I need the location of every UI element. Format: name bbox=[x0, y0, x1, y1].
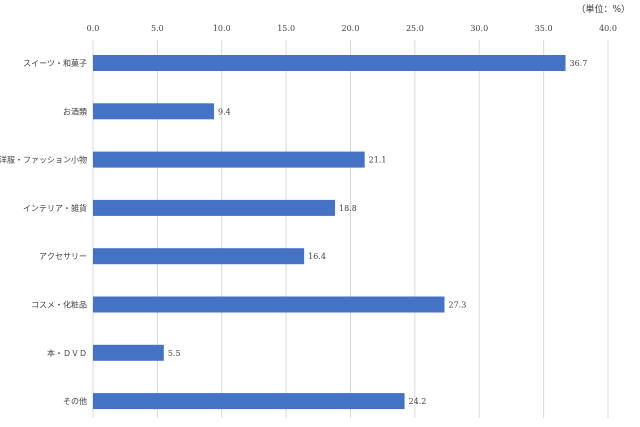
data-label: 21.1 bbox=[369, 156, 387, 165]
bar bbox=[93, 199, 336, 216]
x-tick-label: 35.0 bbox=[535, 24, 553, 33]
bar bbox=[93, 344, 164, 361]
x-tick-label: 20.0 bbox=[342, 24, 360, 33]
category-label: インテリア・雑貨 bbox=[23, 203, 87, 213]
category-label: お酒類 bbox=[63, 106, 87, 116]
x-tick-label: 25.0 bbox=[406, 24, 424, 33]
x-tick-label: 5.0 bbox=[151, 24, 164, 33]
data-label: 24.2 bbox=[409, 397, 427, 406]
bar bbox=[93, 393, 405, 410]
category-label: 本・ＤＶＤ bbox=[47, 348, 87, 358]
category-label: スイーツ・和菓子 bbox=[23, 58, 87, 68]
x-tick-label: 10.0 bbox=[213, 24, 231, 33]
data-label: 9.4 bbox=[218, 107, 231, 116]
category-label: その他 bbox=[63, 396, 87, 406]
bar bbox=[93, 151, 365, 168]
x-tick-label: 15.0 bbox=[277, 24, 295, 33]
data-label: 18.8 bbox=[339, 204, 357, 213]
data-label: 5.5 bbox=[168, 349, 181, 358]
x-tick-label: 30.0 bbox=[470, 24, 488, 33]
data-label: 27.3 bbox=[448, 301, 466, 310]
category-label: 洋服・ファッション小物 bbox=[0, 155, 87, 165]
data-label: 16.4 bbox=[308, 252, 326, 261]
category-label: アクセサリー bbox=[39, 252, 87, 261]
bar bbox=[93, 55, 566, 71]
data-label: 36.7 bbox=[570, 59, 588, 68]
bar bbox=[93, 248, 305, 265]
bar bbox=[93, 296, 445, 313]
category-label: コスメ・化粧品 bbox=[31, 300, 87, 310]
bar bbox=[93, 103, 215, 120]
x-tick-label: 0.0 bbox=[87, 24, 100, 33]
x-tick-label: 40.0 bbox=[599, 24, 617, 33]
unit-label: （単位：%） bbox=[576, 5, 630, 15]
